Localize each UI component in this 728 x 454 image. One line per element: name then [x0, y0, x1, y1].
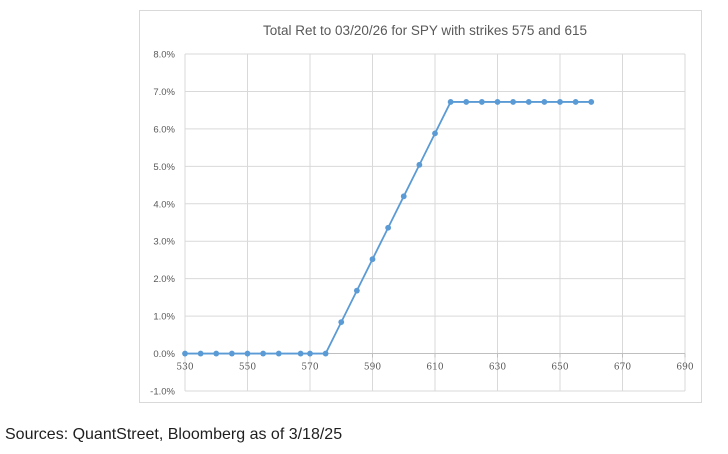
data-point	[416, 161, 423, 168]
y-tick-label: 1.0%	[153, 312, 175, 323]
data-point	[385, 224, 392, 231]
x-tick-label: 610	[426, 363, 443, 373]
data-point	[400, 193, 407, 200]
x-tick-label: 570	[301, 363, 318, 373]
data-point	[307, 350, 313, 357]
y-tick-label: 4.0%	[153, 199, 175, 210]
data-point	[244, 350, 251, 357]
data-point	[297, 350, 304, 357]
data-point	[369, 256, 376, 263]
data-point	[432, 130, 438, 137]
data-point	[260, 350, 267, 357]
x-tick-label: 590	[364, 363, 381, 373]
data-point	[494, 99, 501, 105]
data-point	[182, 350, 188, 357]
data-point	[557, 99, 563, 105]
y-tick-label: 6.0%	[153, 124, 175, 135]
data-point	[588, 99, 595, 105]
y-tick-label: 3.0%	[153, 237, 175, 248]
y-tick-label: 8.0%	[153, 50, 175, 61]
data-point	[213, 350, 220, 357]
y-tick-label: 5.0%	[153, 162, 175, 173]
data-point	[525, 99, 532, 105]
data-point	[322, 350, 329, 357]
x-tick-label: 630	[489, 363, 506, 373]
data-point	[275, 350, 282, 357]
x-tick-label: 690	[676, 363, 693, 373]
data-point	[197, 350, 204, 357]
data-point	[353, 287, 360, 294]
chart-title: Total Ret to 03/20/26 for SPY with strik…	[263, 23, 587, 38]
data-points	[182, 99, 595, 357]
data-point	[338, 319, 345, 326]
x-tick-label: 530	[176, 363, 193, 373]
y-tick-label: 2.0%	[153, 274, 175, 285]
x-tick-label: 650	[551, 363, 568, 373]
x-tick-label: 550	[239, 363, 256, 373]
y-tick-label: 0.0%	[153, 349, 175, 360]
data-point	[228, 350, 235, 357]
data-point	[510, 99, 517, 105]
data-point	[447, 99, 454, 105]
y-tick-label: -1.0%	[150, 387, 175, 398]
chart-frame	[139, 10, 702, 403]
source-note: Sources: QuantStreet, Bloomberg as of 3/…	[5, 426, 343, 443]
data-point	[463, 99, 470, 105]
data-point	[572, 99, 579, 105]
data-point	[478, 99, 485, 105]
data-point	[541, 99, 548, 105]
grid	[184, 53, 686, 392]
tick-labels: -1.0% 0.0% 1.0% 2.0% 3.0% 4.0% 5.0% 6.0% 7.0% 8.0…	[150, 50, 694, 398]
x-tick-label: 670	[614, 363, 631, 373]
y-tick-label: 7.0%	[153, 87, 175, 98]
